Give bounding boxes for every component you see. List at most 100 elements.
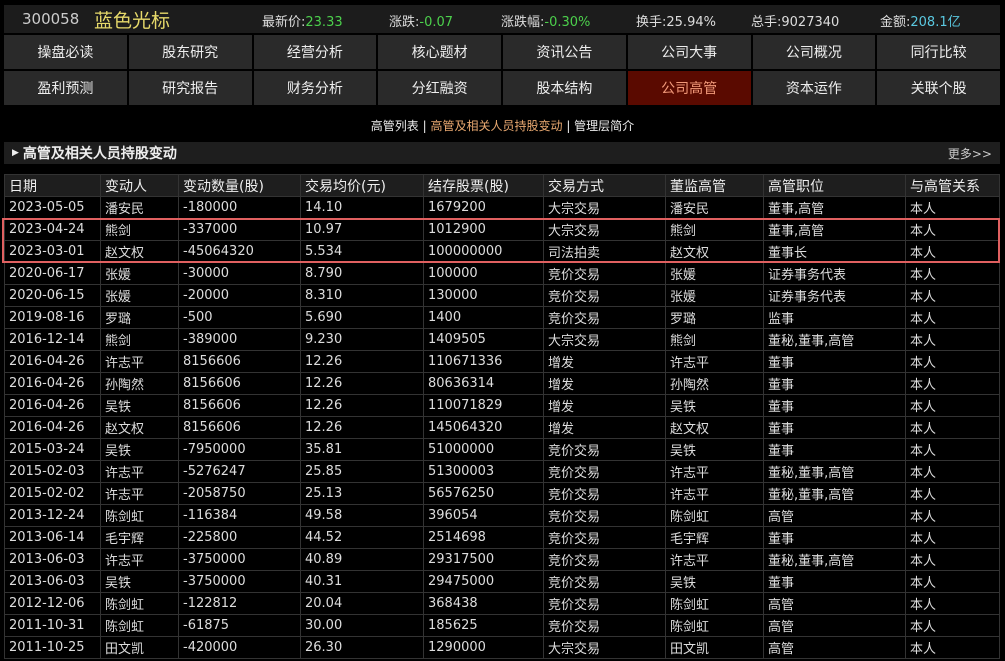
table-cell: 2016-12-14 bbox=[4, 328, 101, 351]
nav-tab[interactable]: 股东研究 bbox=[128, 35, 252, 69]
table-cell: 396054 bbox=[423, 504, 544, 527]
table-row: 2023-05-05 潘安民 -180000 14.10 1679200 大宗交易 潘安民董… bbox=[4, 196, 1000, 219]
table-cell: 2011-10-31 bbox=[4, 614, 101, 637]
nav-tab[interactable]: 经营分析 bbox=[253, 35, 377, 69]
table-cell: 田文凯 bbox=[100, 636, 179, 659]
table-cell: 司法拍卖 bbox=[543, 240, 666, 263]
table-cell: -3750000 bbox=[178, 570, 301, 593]
table-cell: 本人 bbox=[905, 350, 1000, 373]
table-cell: 证券事务代表 bbox=[763, 284, 906, 307]
table-cell: 25.85 bbox=[300, 460, 424, 483]
table-cell: 2013-06-14 bbox=[4, 526, 101, 549]
table-cell: -389000 bbox=[178, 328, 301, 351]
more-link[interactable]: 更多>> bbox=[947, 146, 992, 161]
nav-tab[interactable]: 财务分析 bbox=[253, 71, 377, 105]
nav-row-2: 盈利预测 研究报告 财务分析 分红融资 股本结构 公司高管 资本运作 关联个股 bbox=[4, 71, 1000, 105]
table-cell: 2015-02-03 bbox=[4, 460, 101, 483]
table-cell: 许志平 bbox=[665, 482, 764, 505]
table-cell: 竞价交易 bbox=[543, 284, 666, 307]
table-cell: -337000 bbox=[178, 218, 301, 241]
table-row: 2011-10-31 陈剑虹 -61875 30.00 185625 竞价交易 陈剑虹 高管本… bbox=[4, 614, 1000, 637]
table-cell: 本人 bbox=[905, 636, 1000, 659]
sub-nav-link[interactable]: 高管及相关人员持股变动 bbox=[430, 119, 563, 133]
column-header: 董监高管 bbox=[665, 174, 764, 197]
table-cell: 孙陶然 bbox=[100, 372, 179, 395]
nav-tab[interactable]: 股本结构 bbox=[503, 71, 626, 105]
table-cell: 5.690 bbox=[300, 306, 424, 329]
table-row: 2016-04-26 赵文权 8156606 12.26 145064320 增发 赵文权董… bbox=[4, 416, 1000, 439]
table-cell: 熊剑 bbox=[665, 218, 764, 241]
table-cell: 熊剑 bbox=[100, 328, 179, 351]
table-cell: 陈剑虹 bbox=[100, 504, 179, 527]
nav-tab[interactable]: 盈利预测 bbox=[4, 71, 127, 105]
table-cell: 毛宇辉 bbox=[665, 526, 764, 549]
table-cell: 本人 bbox=[905, 328, 1000, 351]
nav-tab[interactable]: 公司概况 bbox=[752, 35, 876, 69]
table-cell: 2020-06-15 bbox=[4, 284, 101, 307]
table-cell: 高管 bbox=[763, 614, 906, 637]
table-cell: 8156606 bbox=[178, 372, 301, 395]
table-cell: 赵文权 bbox=[665, 416, 764, 439]
table-cell: 1012900 bbox=[423, 218, 544, 241]
table-cell: 2016-04-26 bbox=[4, 394, 101, 417]
nav-tab[interactable]: 资讯公告 bbox=[503, 35, 626, 69]
quote-value: 23.33 bbox=[305, 15, 343, 30]
table-cell: 2023-04-24 bbox=[4, 218, 101, 241]
nav-tab[interactable]: 分红融资 bbox=[378, 71, 501, 105]
table-cell: 董事 bbox=[763, 350, 906, 373]
sub-nav-link[interactable]: 管理层简介 bbox=[574, 119, 635, 133]
table-cell: 14.10 bbox=[300, 196, 424, 219]
table-cell: 2015-02-02 bbox=[4, 482, 101, 505]
table-cell: 董秘,董事,高管 bbox=[763, 328, 906, 351]
table-cell: 12.26 bbox=[300, 394, 424, 417]
table-cell: 许志平 bbox=[100, 548, 179, 571]
nav-tab[interactable]: 同行比较 bbox=[877, 35, 1000, 69]
quote-value: -0.30% bbox=[544, 15, 591, 30]
table-cell: -3750000 bbox=[178, 548, 301, 571]
table-row: 2013-06-03 吴铁 -3750000 40.31 29475000 竞价交易 吴铁董… bbox=[4, 570, 1000, 593]
nav-tab[interactable]: 资本运作 bbox=[752, 71, 876, 105]
table-cell: 吴铁 bbox=[665, 394, 764, 417]
table-cell: 100000000 bbox=[423, 240, 544, 263]
sub-nav-link[interactable]: 高管列表 bbox=[370, 119, 419, 133]
quote-5: 金额:208.1亿 bbox=[880, 11, 961, 30]
table-row: 2023-03-01 赵文权 -45064320 5.534 100000000 司法拍卖… bbox=[4, 240, 1000, 263]
table-cell: 大宗交易 bbox=[543, 196, 666, 219]
table-row: 2015-02-03 许志平 -5276247 25.85 51300003 竞价交易 许志… bbox=[4, 460, 1000, 483]
table-row: 2015-02-02 许志平 -2058750 25.13 56576250 竞价交易 许志… bbox=[4, 482, 1000, 505]
table-cell: 高管 bbox=[763, 504, 906, 527]
nav-tab[interactable]: 公司大事 bbox=[627, 35, 751, 69]
table-cell: 29317500 bbox=[423, 548, 544, 571]
table-cell: 陈剑虹 bbox=[665, 592, 764, 615]
table-cell: 8.310 bbox=[300, 284, 424, 307]
section-header: ▶ 高管及相关人员持股变动 更多>> bbox=[4, 142, 1000, 164]
table-cell: 本人 bbox=[905, 306, 1000, 329]
table-cell: 2023-03-01 bbox=[4, 240, 101, 263]
nav-tab[interactable]: 核心题材 bbox=[378, 35, 501, 69]
table-cell: 8.790 bbox=[300, 262, 424, 285]
table-cell: 大宗交易 bbox=[543, 636, 666, 659]
table-cell: 竞价交易 bbox=[543, 460, 666, 483]
table-cell: 许志平 bbox=[665, 548, 764, 571]
table-cell: 潘安民 bbox=[100, 196, 179, 219]
table-cell: 增发 bbox=[543, 372, 666, 395]
table-cell: 吴铁 bbox=[100, 438, 179, 461]
table-cell: 证券事务代表 bbox=[763, 262, 906, 285]
stock-name: 蓝色光标 bbox=[94, 9, 171, 32]
quote-label: 总手: bbox=[751, 15, 782, 30]
quote-label: 最新价: bbox=[262, 15, 306, 30]
table-cell: 51000000 bbox=[423, 438, 544, 461]
table-cell: -420000 bbox=[178, 636, 301, 659]
nav-tab[interactable]: 操盘必读 bbox=[4, 35, 127, 69]
table-cell: 董秘,董事,高管 bbox=[763, 482, 906, 505]
table-cell: 1400 bbox=[423, 306, 544, 329]
table-cell: 49.58 bbox=[300, 504, 424, 527]
table-cell: 本人 bbox=[905, 394, 1000, 417]
quote-value: 9027340 bbox=[781, 15, 840, 30]
table-cell: 51300003 bbox=[423, 460, 544, 483]
nav-tab[interactable]: 公司高管 bbox=[627, 71, 751, 105]
nav-tab[interactable]: 研究报告 bbox=[128, 71, 252, 105]
table-cell: 56576250 bbox=[423, 482, 544, 505]
table-cell: -45064320 bbox=[178, 240, 301, 263]
nav-tab[interactable]: 关联个股 bbox=[877, 71, 1000, 105]
